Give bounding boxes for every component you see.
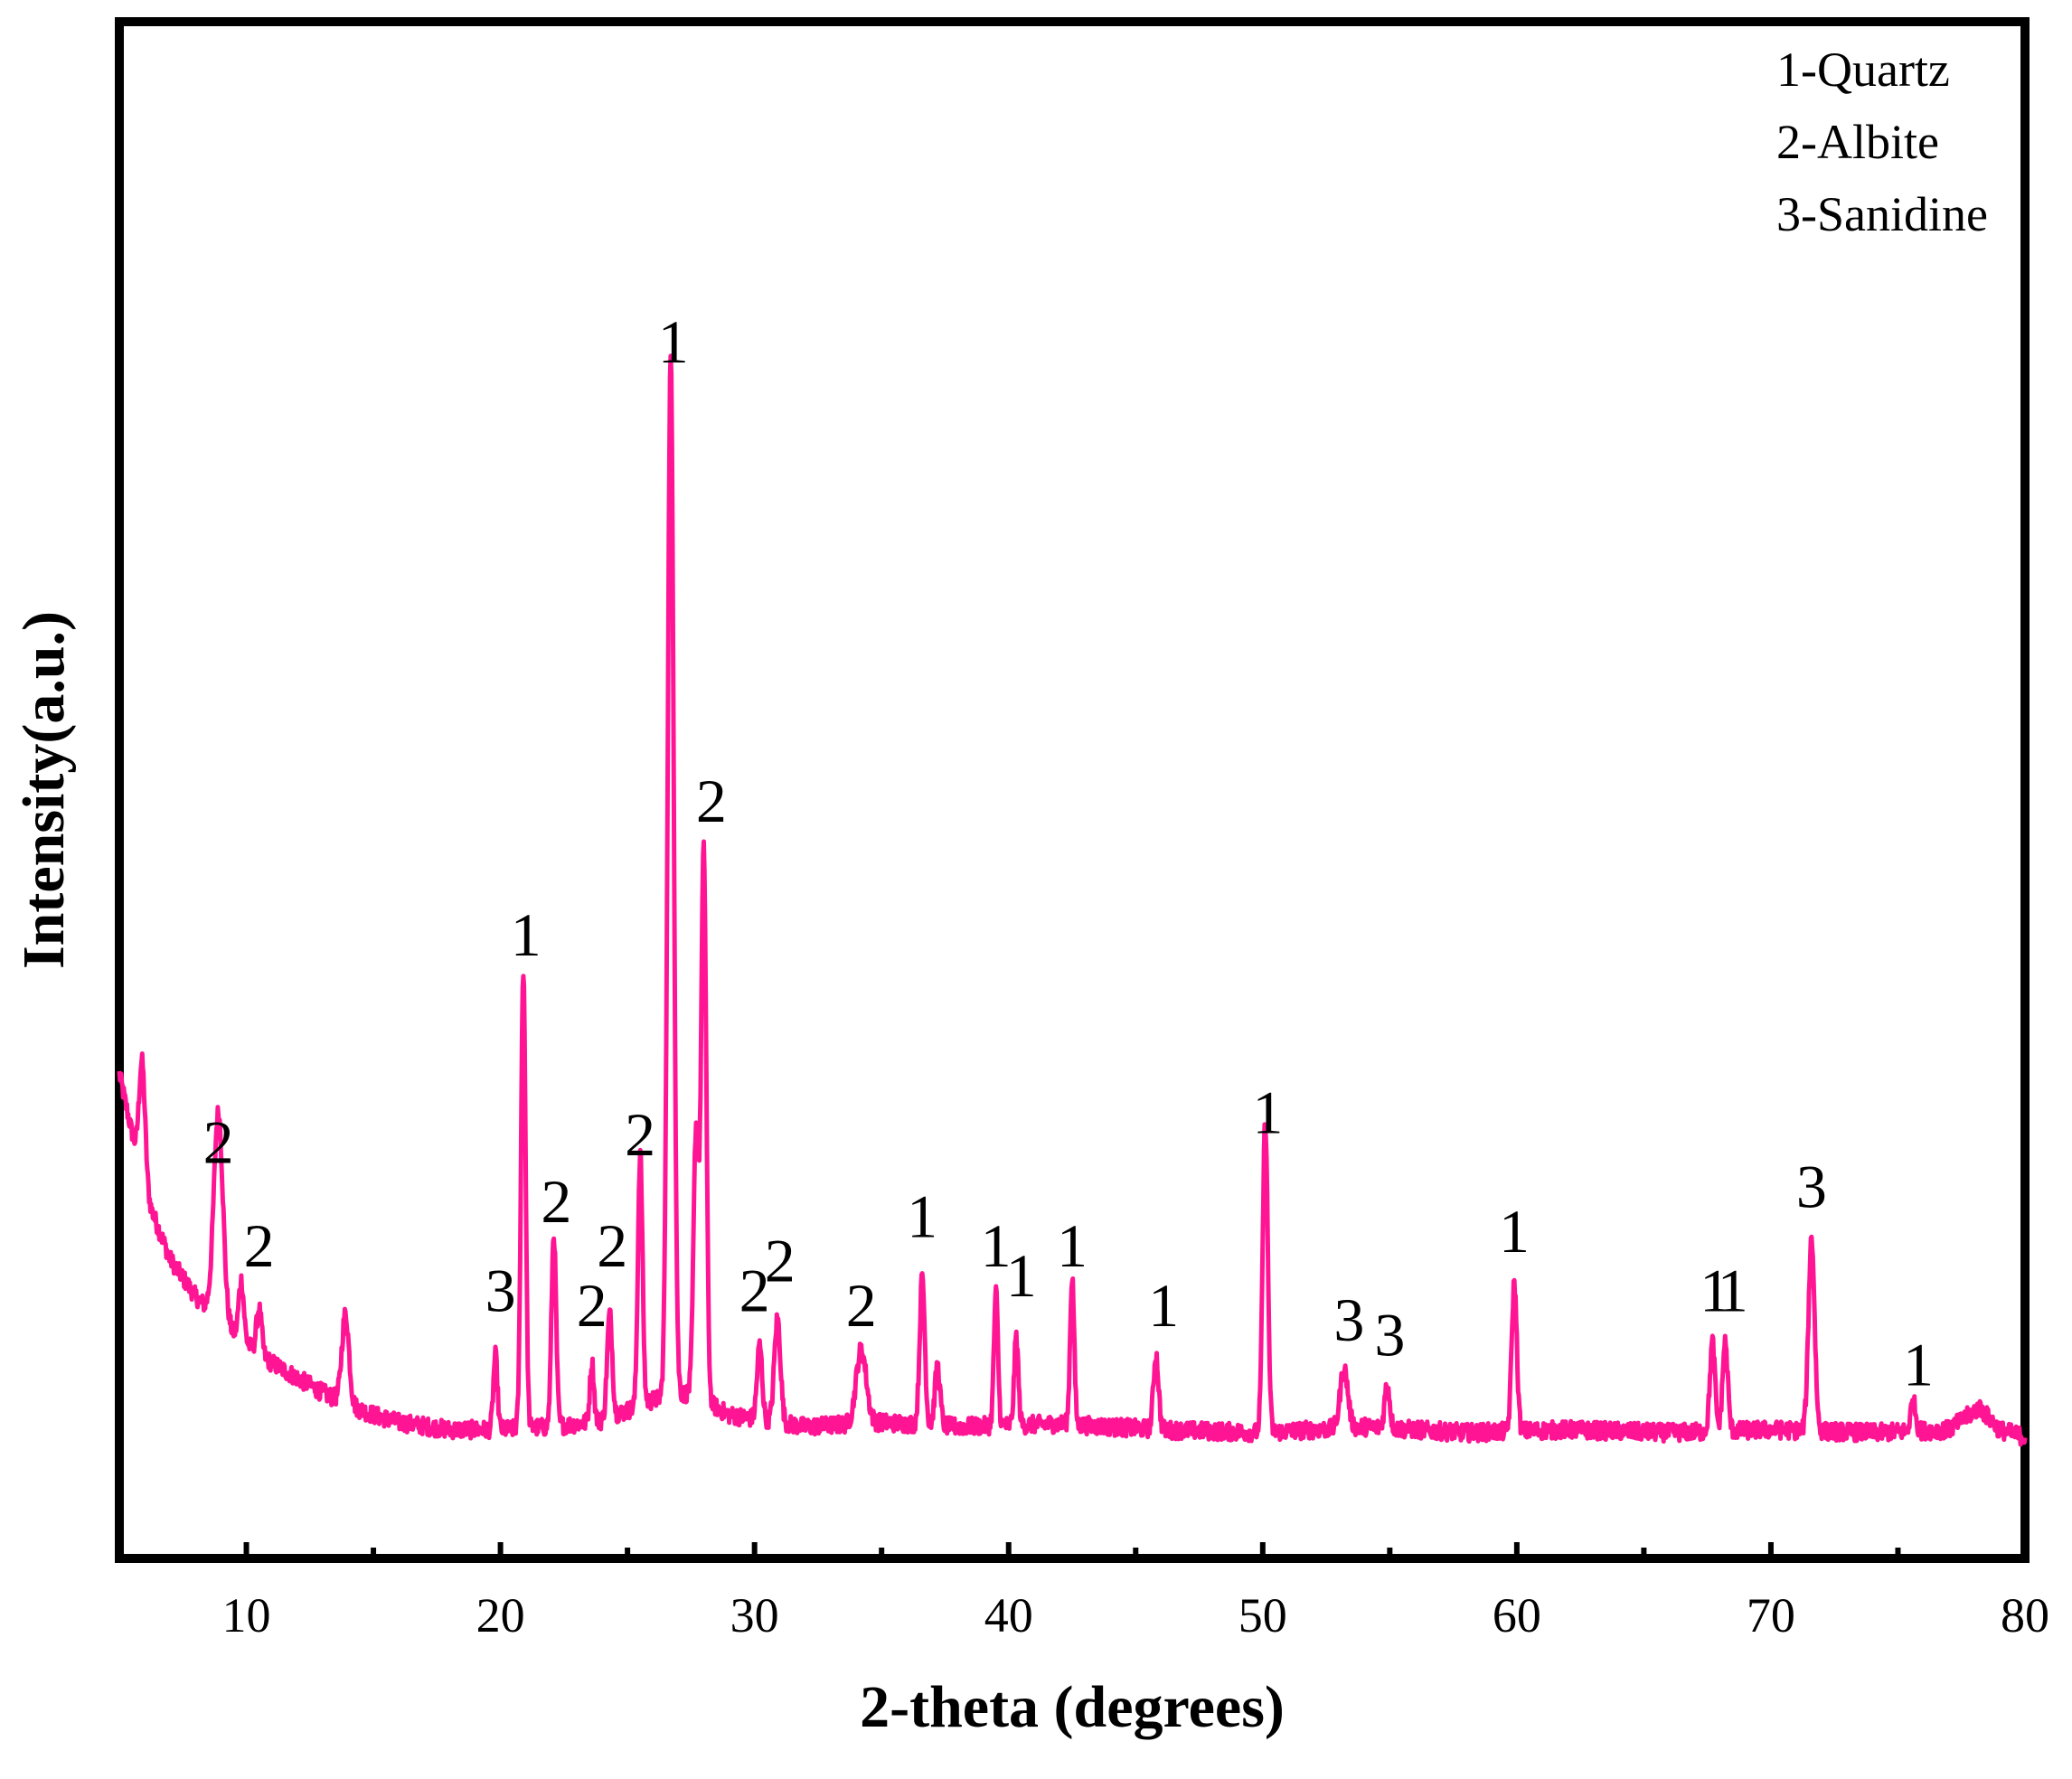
y-axis-title: Intensity(a.u.) bbox=[11, 611, 77, 969]
peak-label: 1 bbox=[1700, 1256, 1730, 1324]
peak-label: 1 bbox=[1499, 1197, 1530, 1266]
peak-label: 1 bbox=[511, 900, 542, 969]
peak-label: 1 bbox=[658, 307, 689, 376]
peak-label: 1 bbox=[1903, 1330, 1934, 1398]
x-tick-label: 20 bbox=[476, 1588, 525, 1643]
peak-label: 2 bbox=[739, 1256, 770, 1324]
legend-entry: 1-Quartz bbox=[1776, 42, 1950, 97]
peak-label: 2 bbox=[577, 1271, 607, 1340]
x-tick-label: 60 bbox=[1493, 1588, 1541, 1643]
peak-label: 2 bbox=[846, 1271, 877, 1340]
peak-label: 1 bbox=[1057, 1211, 1088, 1280]
peak-label: 1 bbox=[981, 1211, 1012, 1280]
peak-label: 1 bbox=[1718, 1256, 1748, 1324]
peak-label: 3 bbox=[1796, 1153, 1827, 1221]
peak-label: 2 bbox=[244, 1211, 275, 1280]
legend-entry: 3-Sanidine bbox=[1776, 187, 1988, 241]
x-tick-label: 70 bbox=[1747, 1588, 1795, 1643]
peak-label: 1 bbox=[1252, 1078, 1283, 1147]
x-tick-label: 50 bbox=[1238, 1588, 1287, 1643]
x-tick-label: 80 bbox=[2001, 1588, 2049, 1643]
x-axis-tick-labels: 10 20 30 40 50 60 70 80 bbox=[222, 1588, 2049, 1643]
x-tick-label: 40 bbox=[984, 1588, 1033, 1643]
legend: 1-Quartz 2-Albite 3-Sanidine bbox=[1776, 42, 1988, 241]
peak-label: 3 bbox=[1333, 1285, 1364, 1354]
peak-label: 2 bbox=[203, 1107, 234, 1176]
x-axis-ticks bbox=[117, 1542, 2028, 1558]
legend-entry: 2-Albite bbox=[1776, 115, 1939, 169]
plot-frame bbox=[115, 17, 2030, 1563]
peak-label: 1 bbox=[1006, 1241, 1037, 1310]
peak-label: 2 bbox=[765, 1227, 796, 1295]
peak-label: 3 bbox=[1374, 1301, 1405, 1370]
x-tick-label: 10 bbox=[222, 1588, 271, 1643]
peak-label: 2 bbox=[597, 1211, 627, 1280]
peak-label: 2 bbox=[696, 767, 727, 835]
peak-label: 1 bbox=[1148, 1271, 1179, 1340]
peak-label: 2 bbox=[541, 1167, 571, 1236]
x-tick-label: 30 bbox=[730, 1588, 779, 1643]
peak-label: 3 bbox=[485, 1256, 516, 1324]
x-axis-title: 2-theta (degrees) bbox=[860, 1674, 1285, 1740]
peak-label: 1 bbox=[907, 1181, 937, 1250]
peak-label: 2 bbox=[625, 1100, 655, 1169]
xrd-pattern-line bbox=[117, 353, 2028, 1447]
